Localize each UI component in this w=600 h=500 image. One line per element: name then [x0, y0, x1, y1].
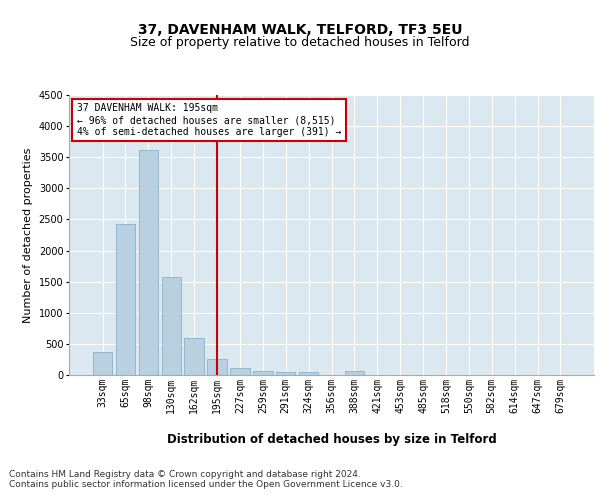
Bar	[230, 368, 250, 375]
Bar	[276, 372, 295, 375]
Y-axis label: Number of detached properties: Number of detached properties	[23, 148, 33, 322]
Text: 37, DAVENHAM WALK, TELFORD, TF3 5EU: 37, DAVENHAM WALK, TELFORD, TF3 5EU	[138, 22, 462, 36]
Bar	[299, 372, 319, 375]
Bar	[184, 338, 204, 375]
Text: Distribution of detached houses by size in Telford: Distribution of detached houses by size …	[167, 432, 496, 446]
Bar	[93, 352, 112, 375]
Text: 37 DAVENHAM WALK: 195sqm
← 96% of detached houses are smaller (8,515)
4% of semi: 37 DAVENHAM WALK: 195sqm ← 96% of detach…	[77, 104, 341, 136]
Text: Contains HM Land Registry data © Crown copyright and database right 2024.
Contai: Contains HM Land Registry data © Crown c…	[9, 470, 403, 490]
Bar	[139, 150, 158, 375]
Bar	[116, 224, 135, 375]
Bar	[344, 371, 364, 375]
Bar	[208, 360, 227, 375]
Bar	[253, 371, 272, 375]
Bar	[161, 276, 181, 375]
Text: Size of property relative to detached houses in Telford: Size of property relative to detached ho…	[130, 36, 470, 49]
